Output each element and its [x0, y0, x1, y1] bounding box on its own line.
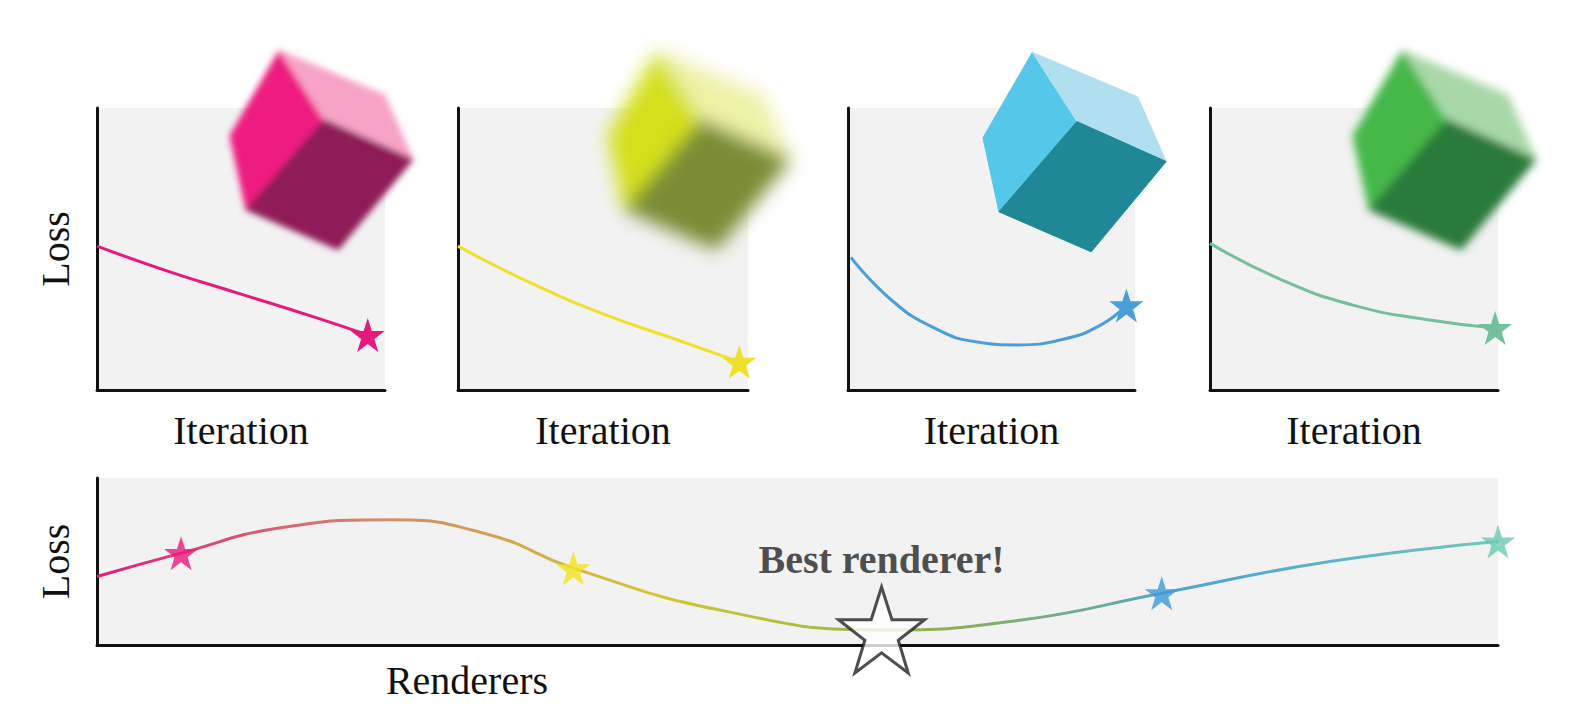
svg-text:Renderers: Renderers — [386, 658, 548, 703]
svg-text:Best renderer!: Best renderer! — [758, 537, 1004, 582]
svg-text:Loss: Loss — [33, 524, 78, 600]
svg-text:Iteration: Iteration — [535, 408, 671, 453]
svg-text:Iteration: Iteration — [924, 408, 1060, 453]
svg-text:Iteration: Iteration — [1286, 408, 1422, 453]
svg-text:Loss: Loss — [33, 211, 78, 287]
svg-text:Iteration: Iteration — [173, 408, 309, 453]
